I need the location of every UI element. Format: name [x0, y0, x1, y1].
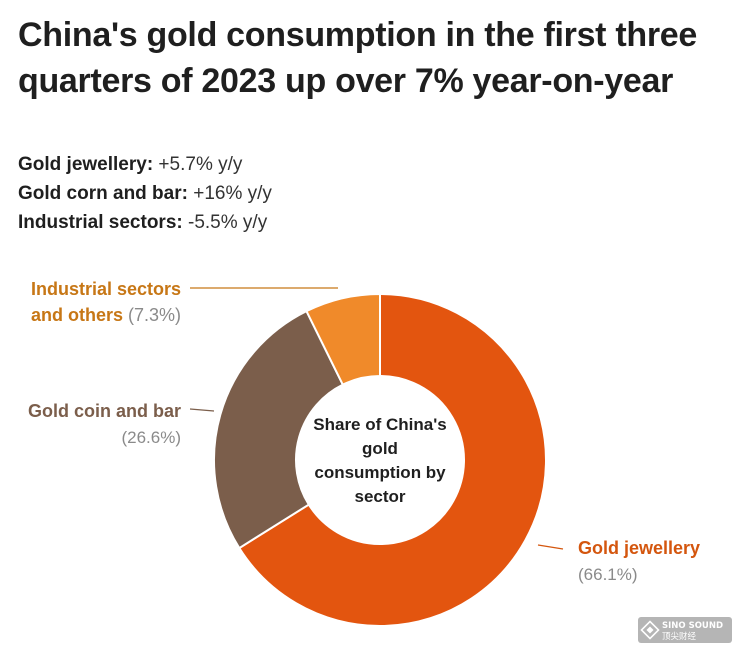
slice-industrial-sectors-and-others: [305, 292, 381, 387]
slice-label-gold-coin-and-bar: Gold coin and bar: [28, 401, 181, 421]
stat-value: +5.7% y/y: [153, 154, 243, 175]
stat-label: Gold corn and bar:: [18, 183, 188, 204]
yoy-stats: Gold jewellery: +5.7% y/y Gold corn and …: [18, 150, 272, 237]
stat-value: +16% y/y: [187, 183, 272, 204]
center-label-line: sector: [354, 487, 405, 506]
center-label-line: gold: [362, 439, 398, 458]
watermark-line1: SINO SOUND: [662, 621, 723, 631]
leader-line-gold-coin-and-bar: [189, 408, 215, 412]
stat-gold-jewellery: Gold jewellery: +5.7% y/y: [18, 150, 272, 179]
sino-sound-logo: SINO SOUND 顶尖财经: [638, 617, 732, 643]
slice-gold-jewellery: [237, 292, 547, 627]
center-label-line: consumption by: [314, 463, 446, 482]
center-label-line: Share of China's: [313, 415, 446, 434]
slice-pct-gold-coin-and-bar: (26.6%): [121, 428, 181, 447]
slice-gold-coin-and-bar: [213, 309, 345, 550]
slice-label-industrial-sectors-and-others: and others (7.3%): [31, 305, 181, 325]
slice-label-gold-jewellery: Gold jewellery: [578, 538, 700, 558]
stat-industrial: Industrial sectors: -5.5% y/y: [18, 208, 272, 237]
slice-pct-gold-jewellery: (66.1%): [578, 565, 638, 584]
leader-line-gold-jewellery: [537, 544, 564, 550]
stat-label: Industrial sectors:: [18, 212, 183, 233]
watermark-line2: 顶尖财经: [662, 631, 697, 642]
slice-label-industrial-sectors-and-others: Industrial sectors: [31, 279, 181, 299]
stat-gold-corn-bar: Gold corn and bar: +16% y/y: [18, 179, 272, 208]
stat-value: -5.5% y/y: [182, 212, 268, 233]
watermark: SINO SOUND 顶尖财经: [638, 617, 732, 643]
slice-pct-industrial-sectors-and-others: (7.3%): [123, 305, 181, 325]
stat-label: Gold jewellery:: [18, 154, 154, 175]
chart-title: China's gold consumption in the first th…: [18, 16, 697, 100]
